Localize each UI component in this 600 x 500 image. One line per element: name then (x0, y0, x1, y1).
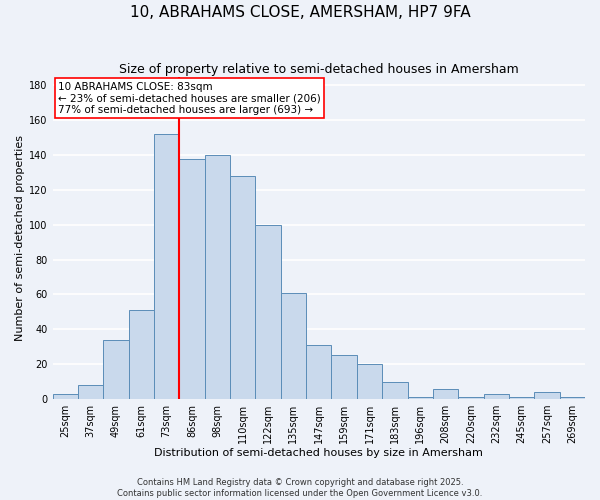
Bar (382, 382, 407, 399)
Bar (407, 397, 433, 399)
Y-axis label: Number of semi-detached properties: Number of semi-detached properties (15, 135, 25, 341)
Bar (179, 158, 205, 399)
Bar (433, 388, 458, 399)
Bar (205, 155, 230, 399)
Bar (484, 394, 509, 399)
X-axis label: Distribution of semi-detached houses by size in Amersham: Distribution of semi-detached houses by … (154, 448, 483, 458)
Bar (306, 345, 331, 399)
Bar (154, 134, 179, 399)
Bar (256, 225, 281, 399)
Bar (331, 356, 357, 399)
Bar (103, 340, 128, 399)
Text: 10, ABRAHAMS CLOSE, AMERSHAM, HP7 9FA: 10, ABRAHAMS CLOSE, AMERSHAM, HP7 9FA (130, 5, 470, 20)
Title: Size of property relative to semi-detached houses in Amersham: Size of property relative to semi-detach… (119, 62, 518, 76)
Bar (534, 392, 560, 399)
Bar (509, 397, 534, 399)
Bar (128, 310, 154, 399)
Bar (53, 394, 78, 399)
Bar (230, 176, 256, 399)
Bar (281, 292, 306, 399)
Bar (357, 364, 382, 399)
Bar (560, 397, 585, 399)
Bar (458, 397, 484, 399)
Text: Contains HM Land Registry data © Crown copyright and database right 2025.
Contai: Contains HM Land Registry data © Crown c… (118, 478, 482, 498)
Bar (78, 385, 103, 399)
Text: 10 ABRAHAMS CLOSE: 83sqm
← 23% of semi-detached houses are smaller (206)
77% of : 10 ABRAHAMS CLOSE: 83sqm ← 23% of semi-d… (58, 82, 320, 114)
